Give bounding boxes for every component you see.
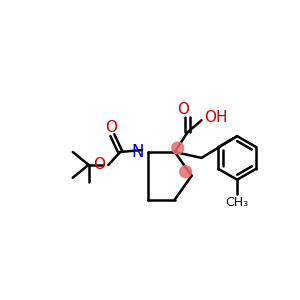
Text: O: O (94, 158, 106, 172)
Text: N: N (132, 143, 144, 161)
Text: O: O (105, 120, 117, 135)
Circle shape (180, 166, 192, 178)
Text: CH₃: CH₃ (226, 196, 249, 209)
Circle shape (172, 142, 184, 154)
Text: O: O (177, 102, 189, 117)
Text: OH: OH (204, 110, 227, 125)
